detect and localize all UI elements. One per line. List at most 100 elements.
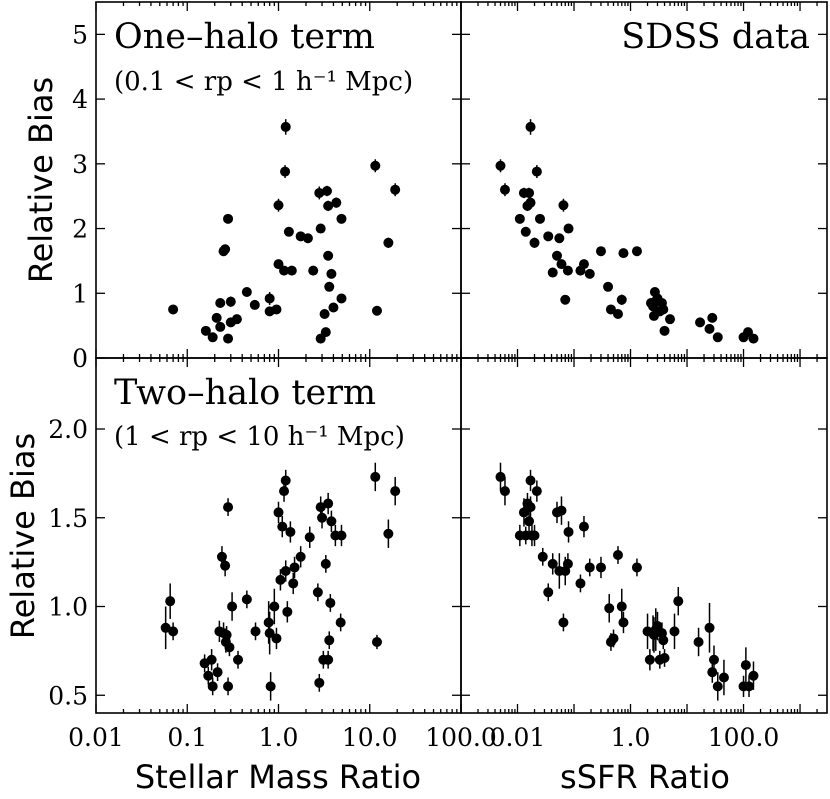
y-axis-title-bottom: Relative Bias	[4, 433, 42, 639]
data-point	[659, 325, 670, 336]
data-points	[160, 119, 759, 701]
data-point	[233, 654, 244, 665]
data-point	[321, 186, 332, 197]
data-point	[273, 259, 284, 270]
data-point	[525, 197, 536, 208]
axis-ticks	[95, 2, 827, 713]
data-point	[326, 268, 337, 279]
data-point	[371, 637, 382, 647]
y-axis-title-top: Relative Bias	[22, 77, 60, 283]
data-point	[326, 516, 337, 527]
data-point	[269, 601, 280, 612]
data-point	[562, 265, 573, 276]
data-point	[221, 629, 232, 640]
data-point	[370, 160, 381, 171]
data-point	[336, 213, 347, 224]
data-point	[531, 166, 542, 177]
data-point	[584, 562, 595, 573]
data-point	[285, 526, 296, 537]
data-point	[211, 312, 222, 323]
data-point	[695, 317, 706, 328]
y-tick-label: 1.0	[48, 593, 88, 622]
data-point	[659, 652, 670, 663]
data-point	[383, 237, 394, 248]
data-point	[223, 333, 234, 344]
data-point	[748, 333, 759, 344]
data-point	[740, 660, 751, 671]
x-tick-label: 1.0	[611, 723, 651, 752]
data-point	[704, 622, 715, 633]
data-point	[390, 184, 401, 195]
data-point	[207, 332, 218, 343]
data-point	[241, 286, 252, 297]
data-point	[314, 187, 325, 198]
data-point	[575, 578, 586, 589]
data-point	[220, 244, 231, 255]
data-point	[595, 246, 606, 257]
data-point	[529, 530, 540, 541]
y-tick-label: 2.0	[48, 415, 88, 444]
data-point	[552, 250, 563, 261]
data-point	[324, 635, 335, 646]
data-point	[744, 681, 755, 692]
data-point	[323, 498, 334, 509]
data-point	[525, 121, 536, 132]
data-point	[314, 677, 325, 688]
data-point	[631, 246, 642, 257]
data-point	[275, 574, 286, 585]
data-point	[215, 297, 226, 308]
data-point	[631, 562, 642, 573]
data-point	[556, 505, 567, 516]
y-tick-label: 4	[72, 85, 88, 114]
data-point	[563, 223, 574, 234]
data-point	[665, 314, 676, 325]
data-point	[212, 667, 223, 678]
data-point	[315, 223, 326, 234]
data-point	[612, 550, 623, 561]
x-tick-label: 0.1	[167, 723, 207, 752]
x-tick-label: 0.01	[68, 723, 124, 752]
data-point	[280, 566, 291, 576]
data-point	[524, 187, 535, 198]
data-point	[525, 475, 536, 486]
data-point	[324, 281, 335, 292]
data-point	[319, 308, 330, 319]
data-point	[603, 281, 614, 292]
data-point	[265, 681, 276, 692]
x-tick-label: 0.01	[490, 723, 546, 752]
data-point	[165, 596, 176, 607]
data-point	[206, 654, 217, 665]
data-point	[748, 670, 759, 681]
data-point	[390, 486, 401, 497]
panel-subtitle-two-halo: (1 < rp < 10 h⁻¹ Mpc)	[114, 422, 405, 452]
data-point	[578, 521, 589, 532]
data-point	[652, 621, 663, 632]
data-point	[168, 304, 179, 315]
data-point	[277, 521, 288, 532]
data-point	[495, 471, 506, 482]
data-point	[562, 558, 573, 569]
data-point	[223, 213, 234, 224]
data-point	[280, 166, 291, 177]
x-tick-label: 1.0	[259, 723, 299, 752]
panel-subtitle-one-halo: (0.1 < rp < 1 h⁻¹ Mpc)	[114, 67, 413, 97]
x-tick-label: 100.0	[708, 723, 780, 752]
data-point	[558, 617, 569, 628]
data-point	[288, 578, 299, 589]
data-point	[658, 304, 669, 315]
data-point	[543, 231, 554, 242]
data-point	[289, 562, 300, 573]
data-point	[224, 642, 235, 653]
data-point	[168, 626, 179, 637]
data-point	[618, 248, 629, 259]
data-point	[616, 294, 627, 305]
data-point	[223, 502, 234, 513]
data-point	[280, 475, 291, 486]
data-point	[531, 486, 542, 497]
data-point	[595, 562, 606, 573]
data-point	[286, 265, 297, 276]
data-point	[336, 530, 347, 541]
data-point	[317, 512, 328, 523]
data-point	[323, 250, 334, 261]
data-point	[271, 304, 282, 315]
